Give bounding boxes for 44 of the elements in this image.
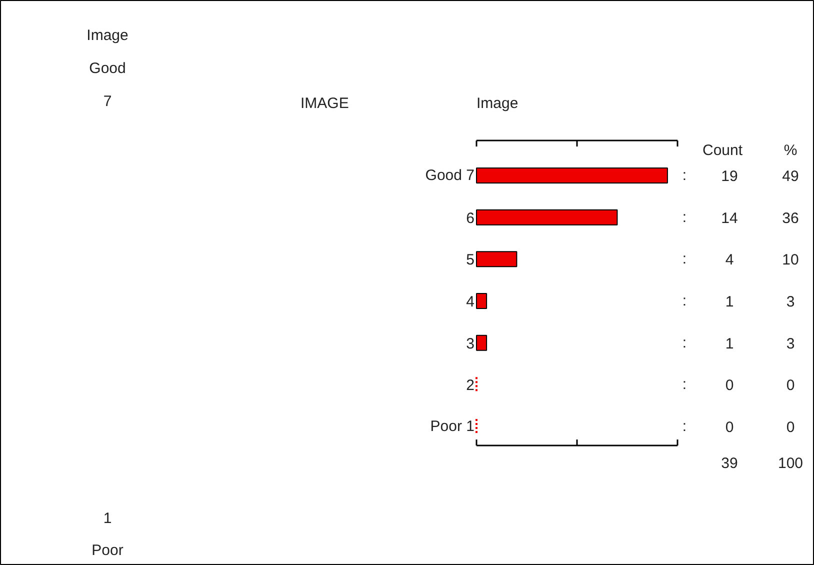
y-tick-label: 5 (466, 252, 474, 269)
bar (476, 168, 668, 184)
y-tick-label: 2 (466, 377, 474, 394)
y-tick-label: 3 (466, 335, 474, 352)
text: Count (702, 142, 744, 159)
text: : (682, 208, 687, 226)
text: 36 (782, 210, 799, 227)
text: 0 (786, 419, 795, 436)
bar (476, 334, 488, 351)
data-label: 4 (725, 252, 734, 269)
text: 3 (786, 335, 795, 352)
text: 0 (786, 377, 795, 394)
y-tick-label: 6 (466, 210, 474, 227)
text: : (682, 167, 687, 184)
bar (476, 251, 518, 268)
text: : (682, 376, 687, 394)
bar (476, 293, 488, 309)
text: 3 (786, 294, 795, 310)
data-label: 1 (725, 294, 734, 310)
text: Good (89, 60, 126, 77)
data-label: 0 (725, 419, 734, 436)
text: : (682, 250, 687, 268)
y-tick-label: Good 7 (425, 167, 475, 184)
y-tick-label: 4 (466, 294, 474, 310)
data-label: 0 (725, 377, 734, 394)
text: 39 (721, 455, 738, 472)
text: % (784, 142, 798, 159)
text: IMAGE (300, 95, 349, 112)
text: : (682, 292, 687, 310)
data-label: 1 (725, 335, 734, 352)
text: : (682, 334, 687, 352)
data-label: 19 (721, 168, 738, 185)
text: 100 (778, 455, 804, 472)
text: 7 (103, 93, 112, 110)
text: 49 (782, 168, 799, 185)
text: 10 (782, 252, 799, 269)
text: : (682, 418, 687, 435)
x-axis-title: Image (476, 95, 518, 112)
text: Image (86, 27, 128, 44)
y-tick-label: Poor 1 (430, 418, 475, 435)
text: 1 (103, 510, 112, 527)
bar (476, 209, 618, 226)
text: Poor (92, 542, 124, 559)
data-label: 14 (721, 210, 738, 227)
